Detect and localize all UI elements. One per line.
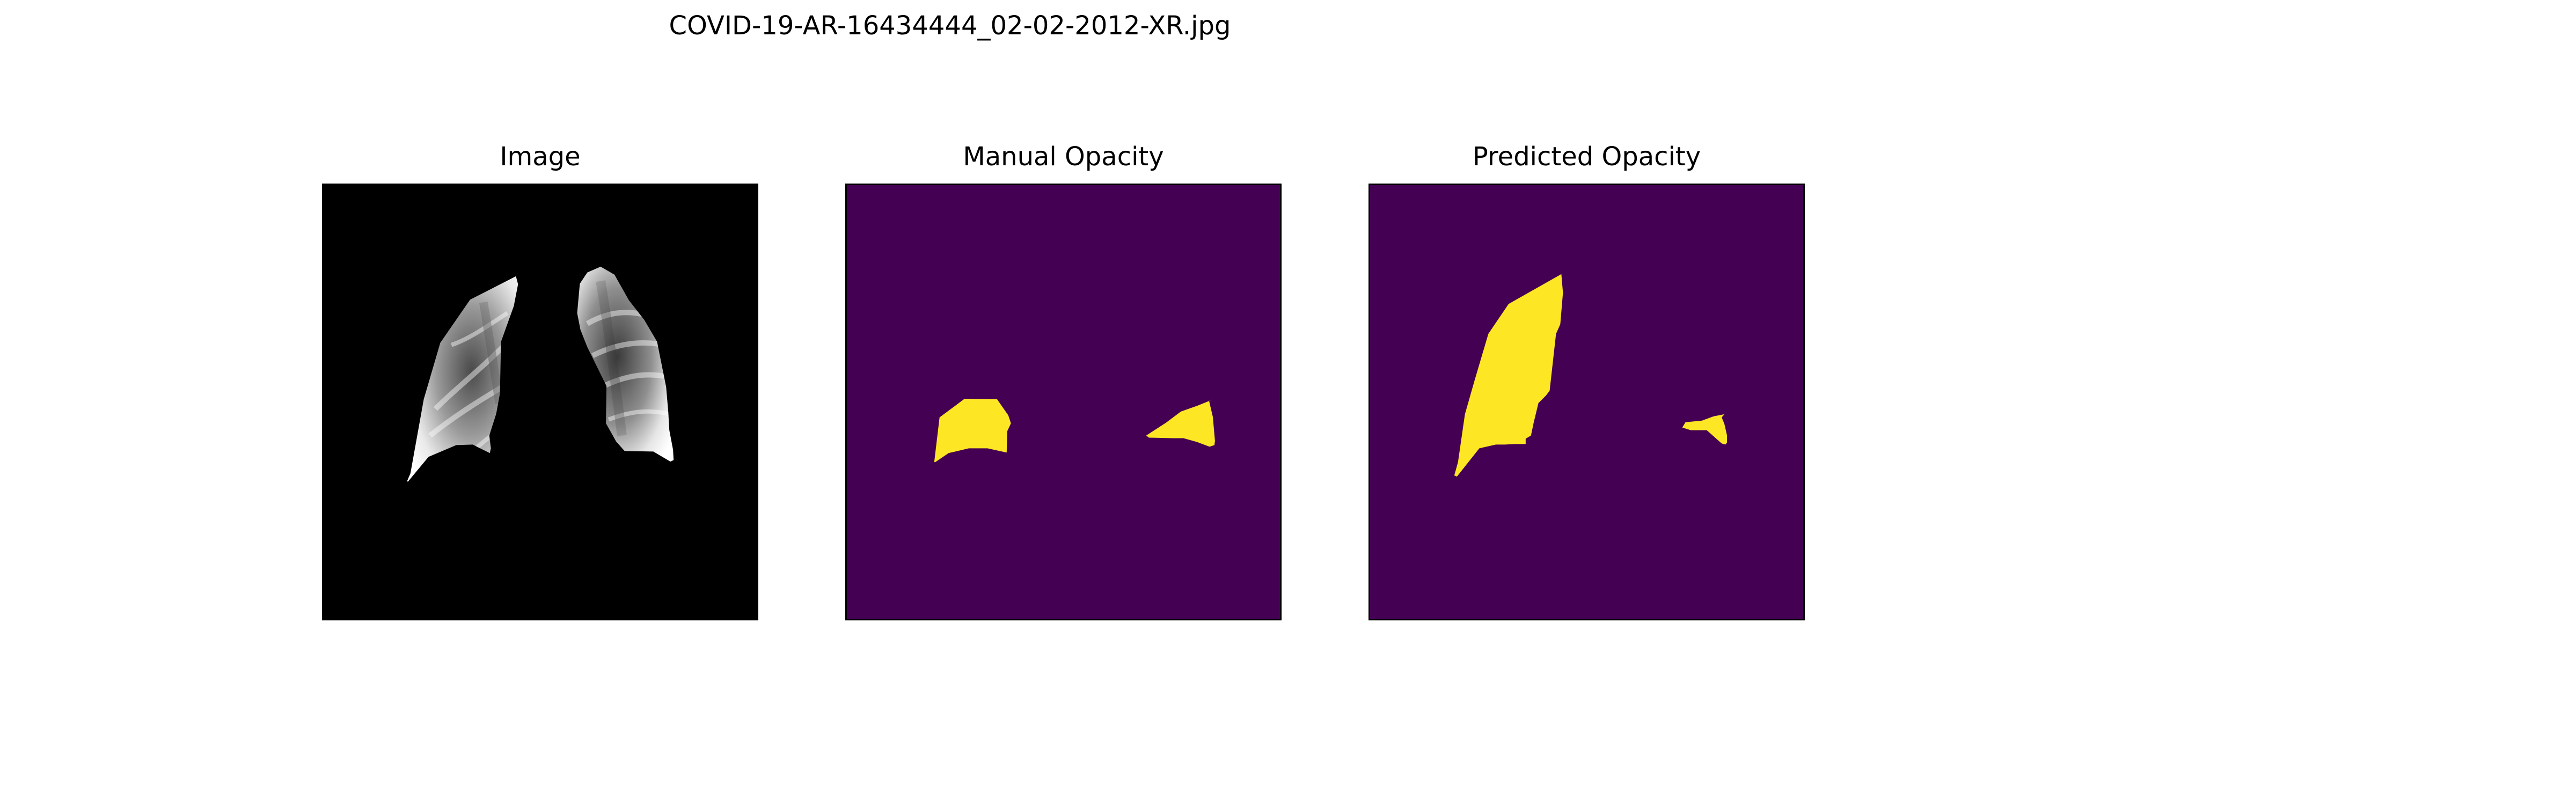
right-lung-shape (577, 266, 674, 462)
panel-title-predicted-opacity: Predicted Opacity (1472, 142, 1701, 172)
predicted-right-opacity (1682, 414, 1728, 445)
manual-left-opacity (934, 399, 1011, 463)
predicted-mask-icon (1454, 274, 1728, 477)
panel-image (322, 184, 758, 620)
panel-title-image: Image (500, 142, 581, 172)
xray-lungs-icon (407, 266, 674, 482)
manual-right-opacity (1146, 399, 1215, 447)
figure-title: COVID-19-AR-16434444_02-02-2012-XR.jpg (669, 11, 1231, 41)
panel-manual-opacity (845, 184, 1282, 620)
manual-mask-icon (934, 399, 1215, 463)
panel-title-manual-opacity: Manual Opacity (963, 142, 1164, 172)
panel-predicted-opacity (1368, 184, 1805, 620)
predicted-left-opacity (1454, 274, 1563, 477)
left-lung-shape (407, 276, 518, 482)
